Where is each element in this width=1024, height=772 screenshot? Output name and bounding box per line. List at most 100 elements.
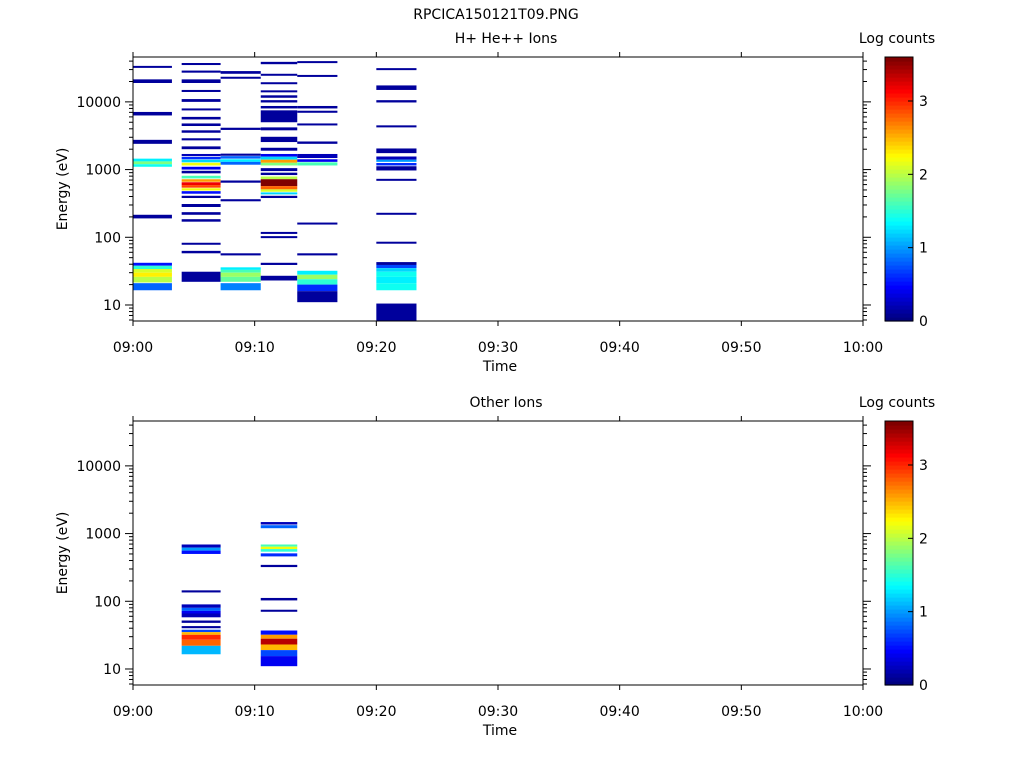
x-tick-label: 09:00 — [113, 704, 153, 720]
panel-1: H+ He++ Ions 09:00 09:10 09:20 09:30 09:40 09:… — [55, 31, 935, 375]
colorbar-tick-label: 0 — [919, 678, 928, 694]
spectrogram-cell — [260, 82, 298, 85]
spectrogram-cell — [376, 241, 417, 244]
colorbar-swatch — [885, 445, 913, 450]
spectrogram-cell — [260, 634, 298, 639]
colorbar-swatch — [885, 225, 913, 230]
spectrogram-cell — [220, 199, 261, 202]
spectrogram-cell — [133, 139, 172, 144]
spectrogram-cell — [260, 638, 298, 645]
colorbar-swatch — [885, 189, 913, 194]
colorbar: 0 1 2 3 Log counts — [859, 31, 935, 330]
spectrogram-cell — [181, 138, 221, 141]
spectrogram-cell — [220, 276, 261, 282]
colorbar-swatch — [885, 581, 913, 586]
spectrogram-cell — [297, 291, 338, 303]
colorbar-swatch — [885, 253, 913, 258]
colorbar-swatch — [885, 429, 913, 434]
colorbar-swatch — [885, 217, 913, 222]
colorbar-swatch — [885, 277, 913, 282]
spectrogram-cell — [260, 644, 298, 651]
y-tick-label: 10000 — [76, 95, 121, 111]
colorbar-label: Log counts — [859, 395, 935, 411]
spectrogram-cell — [133, 158, 172, 162]
colorbar-swatch — [885, 521, 913, 526]
colorbar-swatch — [885, 677, 913, 682]
colorbar-swatch — [885, 437, 913, 442]
spectrogram-cell — [220, 159, 261, 162]
colorbar-swatch — [885, 453, 913, 458]
spectrogram-cell — [376, 163, 417, 166]
spectrogram-cell — [376, 212, 417, 215]
colorbar-swatch — [885, 573, 913, 578]
colorbar-swatch — [885, 193, 913, 198]
colorbar-swatch — [885, 273, 913, 278]
spectrogram-cell — [260, 262, 298, 265]
colorbar-swatch — [885, 165, 913, 170]
spectrogram-cell — [376, 262, 417, 265]
spectrogram-cell — [376, 303, 417, 321]
spectrogram-cell — [297, 61, 338, 64]
spectrogram-cell — [260, 553, 298, 557]
spectrogram-cell — [181, 130, 221, 133]
spectrogram-cell — [181, 116, 221, 120]
spectrogram-cell — [181, 604, 221, 608]
colorbar-tick-label: 3 — [919, 94, 928, 110]
colorbar-tick-label: 2 — [919, 167, 928, 183]
colorbar-swatch — [885, 457, 913, 462]
spectrogram-cell — [181, 626, 221, 629]
spectrogram-cell — [297, 153, 338, 159]
colorbar-swatch — [885, 269, 913, 274]
colorbar-swatch — [885, 97, 913, 102]
spectrogram-cell — [260, 192, 298, 195]
spectrogram-cell — [133, 269, 172, 273]
spectrogram-cell — [181, 153, 221, 157]
colorbar-swatch — [885, 541, 913, 546]
y-tick-label: 100 — [94, 230, 121, 246]
colorbar-swatch — [885, 577, 913, 582]
spectrogram-cell — [220, 127, 261, 130]
colorbar-swatch — [885, 497, 913, 502]
spectrogram-cell — [297, 110, 338, 113]
spectrogram-cell — [181, 544, 221, 548]
colorbar-swatch — [885, 281, 913, 286]
spectrogram-cell — [181, 175, 221, 179]
colorbar-swatch — [885, 265, 913, 270]
colorbar-swatch — [885, 105, 913, 110]
y-tick-label: 100 — [94, 594, 121, 610]
x-tick-label: 09:10 — [234, 704, 274, 720]
spectrogram-cell — [376, 276, 417, 284]
colorbar-swatch — [885, 181, 913, 186]
spectrogram-cell — [260, 73, 298, 76]
spectrogram-cell — [181, 63, 221, 66]
colorbar: 0 1 2 3 Log counts — [859, 395, 935, 694]
colorbar-tick-label: 0 — [919, 314, 928, 330]
spectrogram-cell — [133, 265, 172, 269]
x-tick-label: 09:30 — [478, 704, 518, 720]
colorbar-swatch — [885, 237, 913, 242]
spectrogram-cell — [260, 127, 298, 131]
colorbar-swatch — [885, 117, 913, 122]
colorbar-swatch — [885, 301, 913, 306]
colorbar-swatch — [885, 113, 913, 118]
spectrogram-cell — [260, 609, 298, 612]
spectrogram-cell — [376, 166, 417, 171]
panel-title: Other Ions — [469, 395, 542, 411]
spectrogram-cell — [181, 250, 221, 254]
spectrogram-cell — [376, 148, 417, 154]
colorbar-swatch — [885, 133, 913, 138]
colorbar-swatch — [885, 145, 913, 150]
colorbar-swatch — [885, 629, 913, 634]
spectrogram-cell — [181, 632, 221, 635]
spectrogram-cell — [260, 147, 298, 151]
colorbar-swatch — [885, 621, 913, 626]
spectrogram-cell — [181, 629, 221, 633]
colorbar-swatch — [885, 65, 913, 70]
colorbar-swatch — [885, 525, 913, 530]
spectrogram-cell — [181, 108, 221, 111]
spectrogram-cell — [181, 645, 221, 655]
colorbar-swatch — [885, 213, 913, 218]
spectrogram-cell — [376, 264, 417, 269]
spectrogram-cell — [181, 89, 221, 92]
